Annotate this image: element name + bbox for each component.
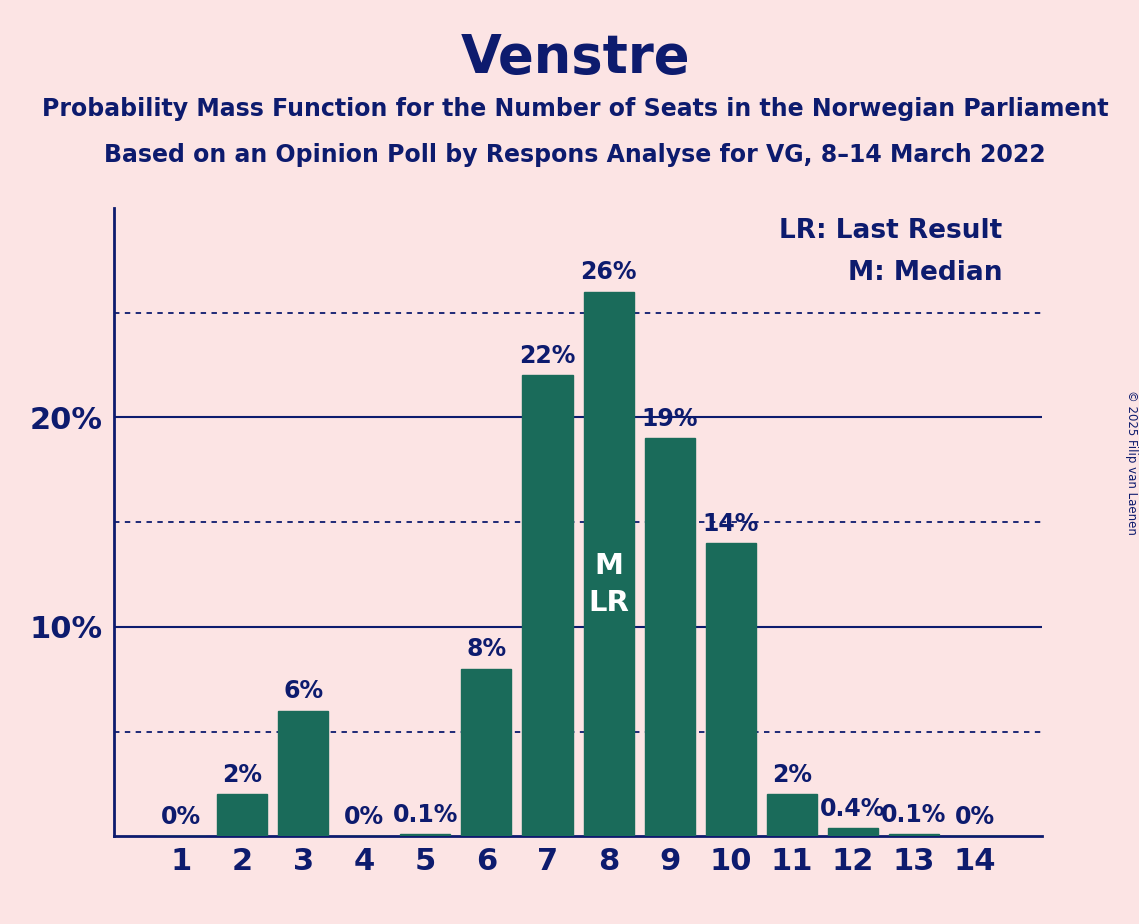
Bar (278, 711, 328, 836)
Text: © 2025 Filip van Laenen: © 2025 Filip van Laenen (1124, 390, 1138, 534)
Text: M: Median: M: Median (847, 261, 1002, 286)
Bar (400, 834, 450, 836)
Bar (828, 828, 878, 836)
Text: M
LR: M LR (588, 553, 629, 617)
Bar (523, 375, 573, 836)
Text: 8%: 8% (466, 638, 507, 662)
Text: Venstre: Venstre (460, 32, 690, 84)
Text: 0%: 0% (161, 805, 202, 829)
Bar (583, 292, 633, 836)
Bar (767, 795, 817, 836)
Text: Probability Mass Function for the Number of Seats in the Norwegian Parliament: Probability Mass Function for the Number… (42, 97, 1108, 121)
Bar (645, 438, 695, 836)
Bar (888, 834, 939, 836)
Text: 22%: 22% (519, 344, 575, 368)
Text: 0.1%: 0.1% (882, 803, 947, 827)
Bar (218, 795, 268, 836)
Text: 2%: 2% (772, 763, 812, 787)
Text: 14%: 14% (703, 512, 759, 536)
Text: LR: Last Result: LR: Last Result (779, 218, 1002, 244)
Text: Based on an Opinion Poll by Respons Analyse for VG, 8–14 March 2022: Based on an Opinion Poll by Respons Anal… (105, 143, 1046, 167)
Text: 2%: 2% (222, 763, 262, 787)
Text: 26%: 26% (581, 261, 637, 285)
Text: 6%: 6% (284, 679, 323, 703)
Text: 19%: 19% (641, 407, 698, 431)
Bar (706, 543, 756, 836)
Text: 0.4%: 0.4% (820, 796, 885, 821)
Bar (461, 669, 511, 836)
Text: 0.1%: 0.1% (393, 803, 458, 827)
Text: 0%: 0% (954, 805, 995, 829)
Text: 0%: 0% (344, 805, 384, 829)
